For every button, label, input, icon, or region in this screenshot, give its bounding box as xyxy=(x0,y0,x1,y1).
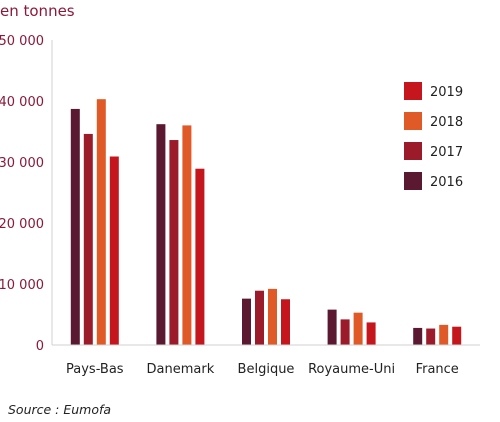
legend: 2019 2018 2017 2016 xyxy=(404,82,463,190)
y-tick-label: 30 000 xyxy=(0,156,44,171)
bar-2017-france xyxy=(426,328,436,345)
source-note: Source : Eumofa xyxy=(8,402,111,417)
bars xyxy=(70,99,462,346)
bar-2018-france xyxy=(439,324,449,345)
y-tick-label: 50 000 xyxy=(0,34,44,49)
legend-swatch-2017 xyxy=(404,142,422,160)
bar-2017-pays-bas xyxy=(83,133,93,345)
legend-label-2017: 2017 xyxy=(430,145,463,160)
x-axis: Pays-Bas Danemark Belgique Royaume-Uni Franc… xyxy=(52,344,480,377)
legend-swatch-2018 xyxy=(404,112,422,130)
unit-label: en tonnes xyxy=(0,2,75,20)
y-axis: 0 10 000 20 000 30 000 40 000 50 000 xyxy=(0,34,53,354)
x-tick-label: Belgique xyxy=(238,362,295,377)
legend-label-2016: 2016 xyxy=(430,175,463,190)
bar-2016-danemark xyxy=(156,124,166,346)
x-tick-label: Pays-Bas xyxy=(66,362,124,377)
bar-2019-france xyxy=(452,326,462,345)
legend-label-2019: 2019 xyxy=(430,85,463,100)
bar-2016-belgique xyxy=(242,298,251,345)
x-tick-label: Danemark xyxy=(147,362,215,377)
bar-2017-royaume-uni xyxy=(340,319,350,345)
x-tick-label: France xyxy=(416,362,459,377)
bar-2017-belgique xyxy=(255,290,264,345)
y-tick-label: 10 000 xyxy=(0,278,44,293)
bar-2019-danemark xyxy=(195,168,205,345)
bar-2019-pays-bas xyxy=(109,156,119,345)
bar-2016-france xyxy=(413,327,423,345)
bar-2016-royaume-uni xyxy=(327,309,337,345)
bar-2018-danemark xyxy=(182,125,192,346)
bar-2019-belgique xyxy=(281,299,290,345)
y-tick-label: 0 xyxy=(36,339,44,354)
y-tick-label: 40 000 xyxy=(0,95,44,110)
bar-2017-danemark xyxy=(169,140,179,345)
y-tick-label: 20 000 xyxy=(0,217,44,232)
bar-2016-pays-bas xyxy=(70,108,80,346)
x-tick-label: Royaume-Uni xyxy=(308,362,395,377)
legend-swatch-2019 xyxy=(404,82,422,100)
bar-2018-royaume-uni xyxy=(353,312,363,345)
bar-2019-royaume-uni xyxy=(366,322,376,345)
bar-2018-belgique xyxy=(268,288,277,345)
legend-label-2018: 2018 xyxy=(430,115,463,130)
legend-swatch-2016 xyxy=(404,172,422,190)
bar-2018-pays-bas xyxy=(96,99,106,345)
